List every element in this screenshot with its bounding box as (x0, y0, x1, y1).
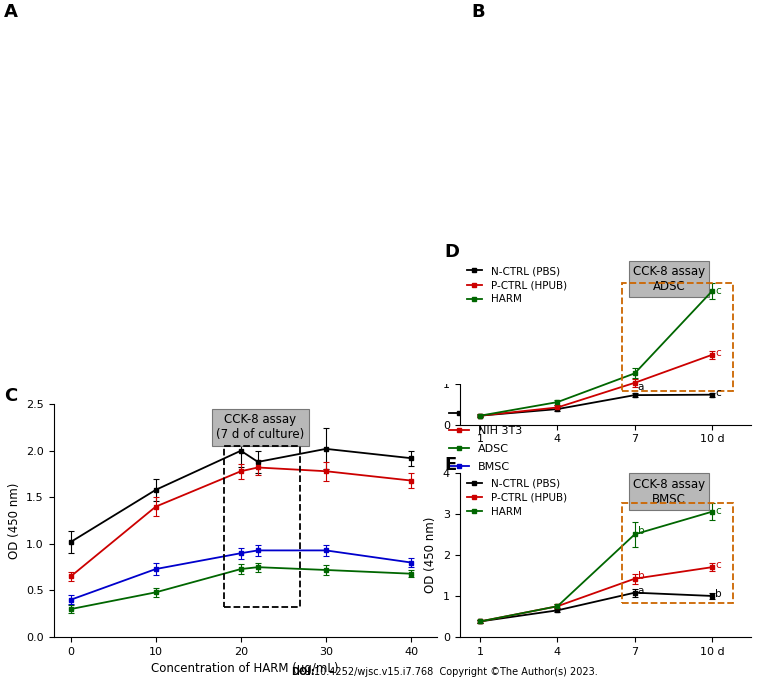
Text: 10.4252/wjsc.v15.i7.768  Copyright ©The Author(s) 2023.: 10.4252/wjsc.v15.i7.768 Copyright ©The A… (314, 667, 597, 677)
Text: C: C (4, 387, 17, 405)
Y-axis label: OD (450 nm): OD (450 nm) (8, 482, 21, 559)
Y-axis label: OD (450 nm): OD (450 nm) (424, 304, 437, 381)
Text: DOI:: DOI: (291, 667, 315, 677)
Text: b: b (715, 589, 722, 599)
Text: a: a (638, 586, 644, 596)
X-axis label: Concentration of HARM (μg/mL): Concentration of HARM (μg/mL) (152, 662, 339, 675)
Text: c: c (715, 560, 721, 570)
Bar (224, 446, 300, 607)
Y-axis label: OD (450 nm): OD (450 nm) (424, 516, 437, 593)
Text: CCK-8 assay
ADSC: CCK-8 assay ADSC (633, 265, 705, 293)
Text: CCK-8 assay
(7 d of culture): CCK-8 assay (7 d of culture) (216, 414, 305, 441)
Text: B: B (471, 3, 485, 21)
Bar (622, 503, 732, 603)
Text: b: b (638, 571, 644, 581)
Text: b: b (638, 526, 644, 536)
Text: CCK-8 assay
BMSC: CCK-8 assay BMSC (633, 477, 705, 506)
Text: c: c (715, 506, 721, 516)
Text: A: A (4, 3, 18, 21)
Text: c: c (715, 286, 721, 296)
Legend: HUVEC, NIH 3T3, ADSC, BMSC: HUVEC, NIH 3T3, ADSC, BMSC (444, 404, 526, 476)
Text: E: E (444, 456, 457, 473)
Bar (622, 283, 732, 391)
Legend: N-CTRL (PBS), P-CTRL (HPUB), HARM: N-CTRL (PBS), P-CTRL (HPUB), HARM (463, 262, 571, 309)
Text: c: c (715, 388, 721, 398)
Legend: N-CTRL (PBS), P-CTRL (HPUB), HARM: N-CTRL (PBS), P-CTRL (HPUB), HARM (463, 474, 571, 521)
Text: a: a (638, 382, 644, 393)
Text: c: c (715, 348, 721, 358)
Text: D: D (444, 243, 460, 261)
